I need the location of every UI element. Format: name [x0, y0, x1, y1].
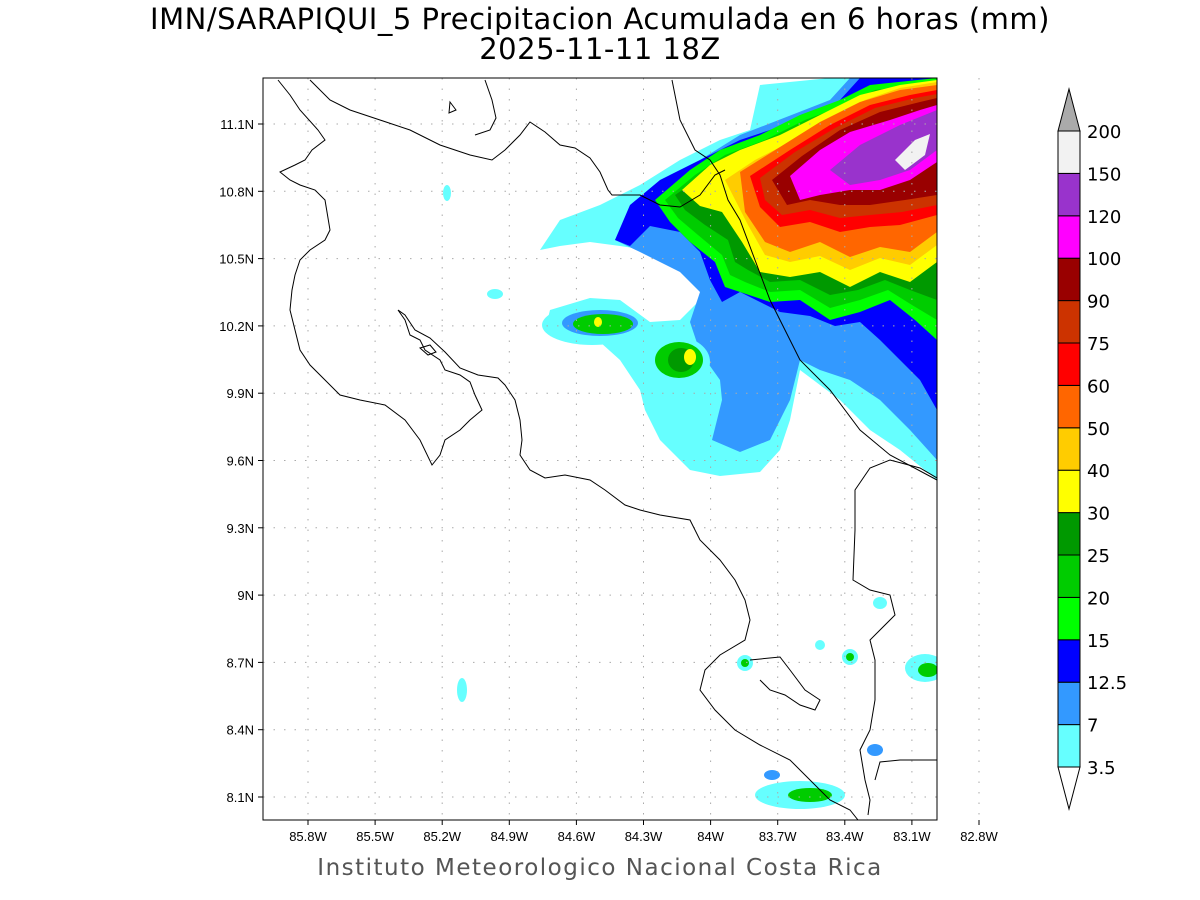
lon-tick-label: 83.4W: [826, 829, 864, 844]
precip-cell-yellow: [684, 349, 696, 365]
lon-tick-label: 84W: [697, 829, 724, 844]
colorbar-label: 7: [1087, 716, 1098, 737]
colorbar-label: 30: [1087, 504, 1110, 525]
precip-field: [443, 78, 937, 809]
border-line: [671, 79, 937, 481]
colorbar-swatch: [1057, 384, 1081, 429]
colorbar-swatch: [1057, 681, 1081, 726]
precip-cell-green: [573, 314, 633, 334]
coastlines: [277, 79, 937, 820]
island: [448, 100, 457, 114]
lon-tick-label: 85.2W: [423, 829, 461, 844]
colorbar-label: 100: [1087, 249, 1121, 270]
footer-credit: Instituto Meteorologico Nacional Costa R…: [317, 855, 883, 881]
map-subtitle: 2025-11-11 18Z: [479, 32, 721, 66]
precip-cell-green: [741, 659, 749, 667]
colorbar-swatch: [1057, 130, 1081, 174]
lon-tick-label: 85.5W: [356, 829, 394, 844]
lon-tick-label: 83.1W: [893, 829, 931, 844]
colorbar-label: 200: [1087, 122, 1121, 143]
precip-cell-yellow: [594, 317, 602, 327]
nicaragua-lake-shore: [309, 79, 726, 208]
colorbar-label: 25: [1087, 546, 1110, 567]
grid-lines: [263, 78, 980, 820]
lon-tick-label: 84.3W: [625, 829, 663, 844]
colorbar-swatch: [1057, 639, 1081, 683]
lon-tick-label: 84.9W: [491, 829, 529, 844]
colorbar-over-triangle: [1057, 87, 1081, 132]
pacific-coastline: [277, 79, 859, 820]
colorbar-label: 15: [1087, 631, 1110, 652]
colorbar-label: 90: [1087, 292, 1110, 313]
colorbar-label: 20: [1087, 588, 1110, 609]
lat-tick-label: 8.4N: [227, 723, 254, 738]
colorbar-swatch: [1057, 469, 1081, 514]
lat-tick-label: 11.1N: [220, 117, 254, 132]
precip-cell-green: [846, 653, 854, 661]
osa-peninsula: [749, 656, 821, 711]
colorbar-swatch: [1057, 342, 1081, 386]
axis-ticks: 85.8W 85.5W 85.2W 84.9W 84.6W 84.3W 84W 83.7W 83…: [219, 117, 998, 844]
colorbar-label: 60: [1087, 376, 1110, 397]
colorbar-label: 150: [1087, 164, 1121, 185]
colorbar-label: 40: [1087, 461, 1110, 482]
map-title: IMN/SARAPIQUI_5 Precipitacion Acumulada …: [150, 2, 1050, 36]
lat-tick-label: 10.8N: [219, 184, 254, 199]
colorbar-label: 50: [1087, 419, 1110, 440]
precip-cell-cyan: [487, 289, 503, 299]
lat-tick-label: 8.7N: [227, 655, 254, 670]
colorbar-swatch: [1057, 724, 1081, 768]
map-frame: [262, 77, 938, 821]
colorbar-label: 75: [1087, 334, 1110, 355]
precip-cell-cyan: [443, 185, 451, 201]
colorbar-swatch: [1057, 300, 1081, 344]
precip-contour-150: [895, 134, 930, 170]
lat-tick-label: 9.3N: [227, 521, 254, 536]
precip-cell-cyan: [873, 597, 887, 609]
lat-tick-label: 8.1N: [227, 790, 254, 805]
lon-tick-label: 82.8W: [960, 829, 998, 844]
caribbean-panama-coast: [852, 459, 937, 816]
colorbar-swatch: [1057, 172, 1081, 217]
colorbar-swatch: [1057, 596, 1081, 641]
precip-cell-cyan: [764, 770, 780, 780]
lat-tick-label: 9N: [237, 588, 254, 603]
colorbar-label: 12.5: [1087, 673, 1127, 694]
lat-tick-label: 9.9N: [227, 386, 254, 401]
colorbar-swatch: [1057, 257, 1081, 302]
colorbar-label: 120: [1087, 207, 1121, 228]
lon-tick-label: 84.6W: [558, 829, 596, 844]
lake-nicaragua-south: [474, 79, 497, 136]
lat-tick-label: 9.6N: [227, 454, 254, 469]
burica-coast: [874, 759, 937, 781]
precip-cell-green: [918, 663, 937, 677]
lat-tick-label: 10.5N: [219, 252, 254, 267]
precip-contour-120: [830, 110, 937, 185]
lat-tick-label: 10.2N: [219, 319, 254, 334]
island: [418, 344, 437, 356]
colorbar-swatch: [1057, 512, 1081, 556]
lon-tick-label: 85.8W: [289, 829, 327, 844]
colorbar-under-triangle: [1057, 766, 1081, 811]
lon-tick-label: 83.7W: [759, 829, 797, 844]
precip-cell-cyan: [867, 744, 883, 756]
colorbar-swatch: [1057, 554, 1081, 598]
colorbar-swatch: [1057, 215, 1081, 259]
precip-cell-cyan: [815, 640, 825, 650]
colorbar-swatch: [1057, 427, 1081, 471]
colorbar-label: 3.5: [1087, 758, 1116, 779]
precip-cell-cyan: [457, 678, 467, 702]
colorbar: 3.5 7 12.5 15 20 25 30 40 50 60 75 90 100 120 150 200: [1057, 87, 1127, 811]
